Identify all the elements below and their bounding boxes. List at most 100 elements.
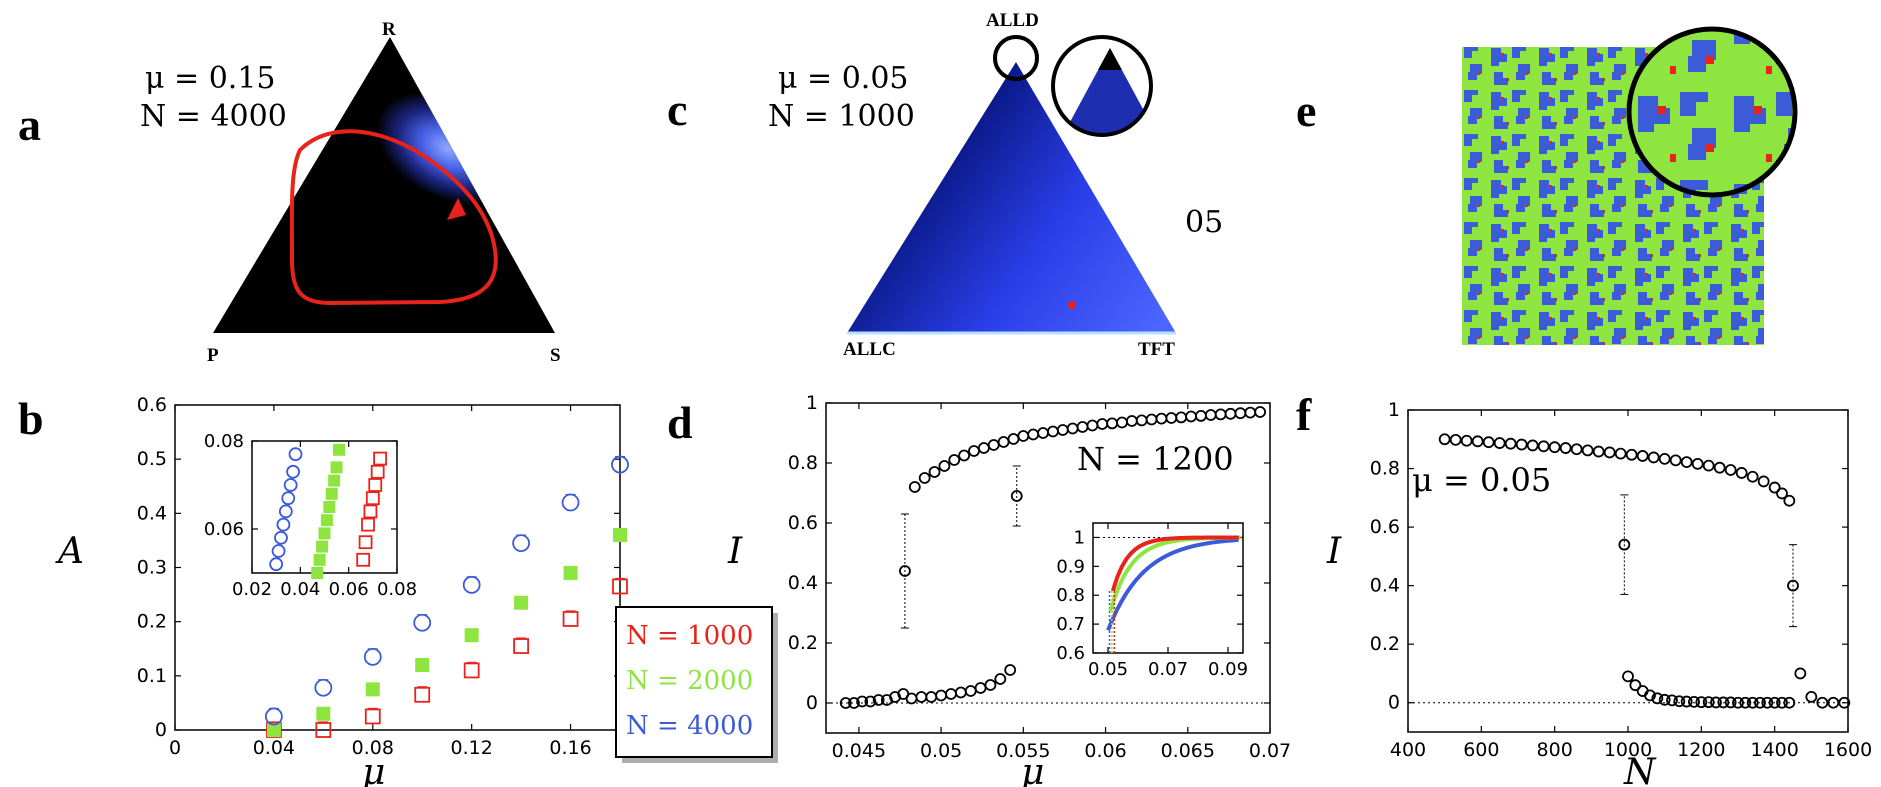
chart-f-point [1625,448,1638,461]
chart-d-point [915,691,928,703]
chart-b-inset-point [365,491,380,506]
chart-d-point [848,697,860,709]
chart-b-point [562,611,579,627]
chart-d-inset-curve [1110,535,1239,592]
chart-d-xtick-label: 0.07 [1249,740,1291,762]
chart-f-ytick-label: 0 [1388,692,1400,714]
vertex-label-left: ALLC [843,339,896,360]
chart-d-point [1106,417,1119,430]
chart-d-point [1096,418,1109,430]
chart-b-legend: N = 1000 N = 2000 N = 4000 [615,606,778,763]
chart-d-point [1244,406,1257,419]
chart-b-point [464,628,479,643]
chart-b-point [413,613,432,632]
chart-f-point [1629,679,1642,692]
chart-b-inset-point [274,530,288,545]
param-mu: μ = 0.15 [145,61,276,96]
chart-d-point [1175,411,1188,424]
chart-d-annotation: N = 1200 [1077,440,1234,478]
chart-f-point [1658,693,1671,706]
chart-d-point [945,688,957,700]
chart-d-inset-curve [1106,537,1239,632]
chart-f-xlabel: N [1623,752,1657,787]
chart-d-point [948,454,961,466]
chart-d-point [958,449,971,462]
chart-d-point [974,682,987,694]
chart-d: 0.045 0.05 0.055 0.06 0.065 0.07 0 0.2 0.4 0.6 0.8… [788,392,1291,762]
chart-b-point [561,493,580,512]
chart-d-point [1165,412,1178,424]
chart-d-xtick-label: 0.055 [996,740,1050,762]
chart-f-ytick-label: 0.6 [1370,516,1400,538]
chart-d-point [938,460,951,472]
vertex-label-top: R [382,19,396,40]
chart-b-inset-ytick-label: 0.06 [204,519,244,540]
chart-d-point [994,673,1007,685]
chart-b-inset-point [283,478,298,492]
chart-b-inset-point [373,451,387,466]
legend-entry-1000: N = 1000 [626,621,753,651]
chart-d-ytick-label: 1 [806,392,818,414]
chart-d-point [1116,416,1128,429]
simplex-triangle-c [847,62,1176,333]
chart-d-inset-xtick-label: 0.05 [1088,659,1128,680]
chart-f-point [1570,443,1583,456]
chart-f-point [1666,694,1678,707]
chart-d-inset-ytick-label: 0.8 [1056,585,1085,606]
orbit-arrow [447,198,466,220]
panel-label-f: f [1296,389,1312,440]
chart-f-point [1471,435,1484,448]
chart-d-point [872,694,885,706]
chart-f-point [1783,696,1796,709]
chart-f-ytick-label: 1 [1388,399,1400,421]
chart-b-inset-point [363,504,378,519]
chart-b-inset-point [311,567,324,579]
limit-cycle-orbit [289,129,498,306]
chart-d-point [1155,412,1168,425]
chart-d-point [954,686,967,699]
chart-f-point [1515,438,1528,451]
chart-b-inset-point [330,461,343,474]
chart-b-point [364,708,381,725]
chart-f-point [1644,689,1656,702]
chart-b-xtick-label: 0.08 [352,737,394,759]
zoom-inset-e [1629,29,1795,195]
chart-b-inset-xtick-label: 0.02 [232,579,272,600]
chart-b-inset-point [368,478,383,492]
vertex-label-left: P [207,345,219,366]
chart-d-point [1010,490,1023,502]
chart-b-ytick-label: 0.6 [137,394,167,416]
chart-b-inset-point [361,517,375,532]
panel-label-a: a [18,99,41,150]
panel-e-lattice [1462,26,1798,345]
chart-f-xtick-label: 1600 [1824,739,1872,761]
chart-b-inset-point [320,514,333,527]
chart-f-point [1526,439,1539,452]
chart-f-xtick-label: 1400 [1750,739,1798,761]
chart-d-inset-ytick-label: 1 [1074,527,1085,548]
chart-b-inset-point [276,517,291,532]
chart-b-inset-point [356,552,371,567]
chart-b-ytick-label: 0 [155,719,167,741]
chart-d-inset-ytick-label: 0.6 [1056,643,1085,664]
chart-f-point [1816,696,1829,709]
chart-f-point [1787,579,1799,592]
chart-b-point [611,455,629,474]
param-mu: μ = 0.05 [778,61,909,96]
chart-f-point [1724,464,1737,476]
chart-f-point [1746,470,1759,483]
chart-d-inset-xtick-label: 0.07 [1148,659,1188,680]
chart-f-point [1673,695,1686,708]
chart-d-point [1007,433,1020,445]
chart-d-xtick-label: 0.05 [920,740,962,762]
chart-d-point [899,565,911,577]
panel-label-c: c [667,84,687,135]
panel-a-simplex: R P S μ = 0.15 N = 4000 [140,19,561,366]
chart-d-ylabel: I [727,531,743,572]
param-n: N = 1000 [768,99,915,134]
chart-d-point [1254,406,1267,418]
chart-d-point [1056,424,1069,436]
chart-f-xtick-label: 800 [1537,739,1573,761]
chart-b-xtick-label: 0.16 [549,737,591,759]
